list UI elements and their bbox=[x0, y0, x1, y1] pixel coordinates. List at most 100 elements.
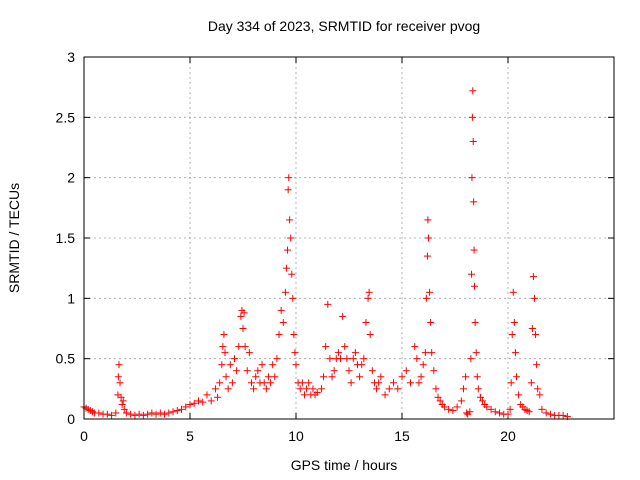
data-point bbox=[468, 270, 476, 278]
data-point bbox=[426, 288, 434, 296]
data-point bbox=[417, 373, 425, 381]
data-point bbox=[365, 288, 373, 296]
y-tick-label: 2.5 bbox=[56, 109, 76, 125]
data-point bbox=[459, 385, 467, 393]
data-point bbox=[226, 361, 234, 369]
data-point bbox=[504, 410, 512, 418]
data-point bbox=[506, 405, 514, 413]
data-point bbox=[285, 174, 293, 182]
data-point bbox=[364, 294, 372, 302]
data-point bbox=[398, 373, 406, 381]
data-point bbox=[328, 373, 336, 381]
data-point bbox=[287, 234, 295, 242]
data-point bbox=[284, 246, 292, 254]
data-point bbox=[156, 409, 164, 417]
data-point bbox=[469, 87, 477, 95]
y-tick-label: 1 bbox=[67, 290, 75, 306]
data-point bbox=[428, 349, 436, 357]
data-point bbox=[309, 385, 317, 393]
data-point bbox=[114, 373, 122, 381]
data-point bbox=[466, 408, 474, 416]
data-point bbox=[532, 331, 540, 339]
data-point bbox=[247, 379, 255, 387]
data-point bbox=[152, 410, 160, 418]
data-point bbox=[182, 403, 190, 411]
x-tick-label: 15 bbox=[394, 428, 410, 444]
data-point bbox=[457, 397, 465, 405]
data-point bbox=[218, 361, 226, 369]
data-point bbox=[120, 405, 128, 413]
data-point bbox=[462, 373, 470, 381]
data-point bbox=[470, 198, 478, 206]
data-point bbox=[483, 403, 491, 411]
data-point bbox=[219, 343, 227, 351]
data-point bbox=[324, 300, 332, 308]
data-point bbox=[463, 409, 471, 417]
data-point bbox=[235, 343, 243, 351]
data-point bbox=[322, 343, 330, 351]
data-point bbox=[419, 361, 427, 369]
data-point bbox=[116, 379, 124, 387]
data-point bbox=[127, 410, 135, 418]
data-point bbox=[471, 318, 479, 326]
data-point bbox=[279, 318, 287, 326]
data-point bbox=[531, 294, 538, 302]
data-point bbox=[269, 361, 277, 369]
data-point bbox=[542, 409, 550, 417]
data-point bbox=[469, 137, 477, 145]
data-point bbox=[194, 397, 202, 405]
y-tick-label: 0 bbox=[67, 411, 75, 427]
data-point bbox=[148, 409, 156, 417]
y-tick-label: 3 bbox=[67, 49, 75, 65]
data-point bbox=[224, 385, 232, 393]
data-point bbox=[402, 367, 410, 375]
data-point bbox=[434, 393, 442, 401]
data-point bbox=[368, 367, 376, 375]
data-point bbox=[479, 397, 487, 405]
data-point bbox=[214, 393, 222, 401]
data-point bbox=[423, 252, 431, 260]
data-point bbox=[220, 331, 228, 339]
x-tick-label: 0 bbox=[80, 428, 88, 444]
data-point bbox=[538, 405, 546, 413]
data-point bbox=[525, 408, 533, 416]
data-point bbox=[385, 385, 393, 393]
data-point bbox=[440, 403, 448, 411]
data-point bbox=[472, 349, 480, 357]
data-point bbox=[211, 385, 219, 393]
data-point bbox=[415, 379, 423, 387]
data-point bbox=[345, 367, 353, 375]
data-point bbox=[515, 391, 523, 399]
data-point bbox=[303, 385, 311, 393]
data-point bbox=[425, 234, 432, 242]
data-point bbox=[341, 343, 349, 351]
data-point bbox=[546, 410, 554, 418]
data-point bbox=[471, 282, 479, 290]
data-point bbox=[240, 309, 248, 317]
data-point bbox=[221, 349, 229, 357]
data-point bbox=[103, 410, 111, 418]
data-point bbox=[536, 391, 544, 399]
data-point bbox=[356, 373, 364, 381]
data-point bbox=[528, 325, 536, 332]
data-point bbox=[300, 391, 308, 399]
data-point bbox=[222, 373, 230, 381]
data-point bbox=[424, 216, 432, 224]
data-point bbox=[339, 312, 347, 320]
data-point bbox=[298, 379, 306, 387]
data-point bbox=[245, 349, 253, 357]
data-point bbox=[449, 407, 457, 415]
data-point bbox=[95, 409, 103, 417]
data-point bbox=[406, 379, 414, 387]
data-point bbox=[320, 373, 328, 381]
data-point bbox=[250, 385, 258, 393]
data-point bbox=[381, 391, 389, 399]
data-point bbox=[260, 379, 268, 387]
data-point bbox=[510, 318, 518, 326]
x-axis-ticks: 0 5 10 15 20 bbox=[80, 57, 516, 444]
grid bbox=[84, 57, 614, 419]
chart-title: Day 334 of 2023, SRMTID for receiver pvo… bbox=[208, 18, 480, 34]
data-point bbox=[296, 385, 304, 393]
data-point bbox=[231, 355, 239, 363]
data-point bbox=[343, 355, 351, 363]
